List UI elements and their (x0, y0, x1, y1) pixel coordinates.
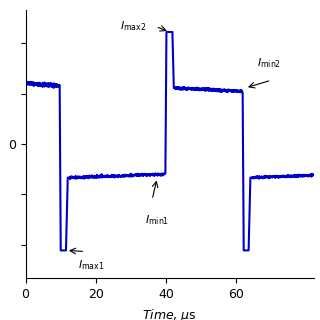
Text: $I_{\mathrm{max}2}$: $I_{\mathrm{max}2}$ (120, 20, 147, 33)
Text: $I_{\mathrm{min}1}$: $I_{\mathrm{min}1}$ (145, 213, 169, 227)
X-axis label: $\mathit{Time}$, $\mu$s: $\mathit{Time}$, $\mu$s (142, 307, 197, 320)
Text: $I_{\mathrm{min}2}$: $I_{\mathrm{min}2}$ (257, 56, 282, 70)
Text: $I_{\mathrm{max}1}$: $I_{\mathrm{max}1}$ (78, 258, 105, 272)
